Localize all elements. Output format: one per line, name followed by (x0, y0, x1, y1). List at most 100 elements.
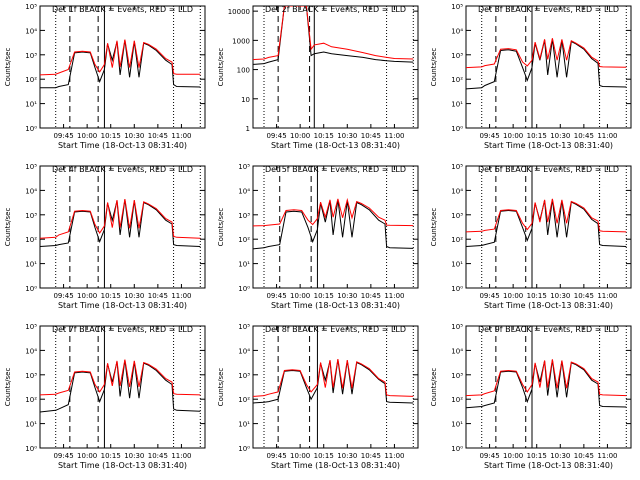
series-line-events (466, 199, 627, 247)
x-tick-label: 10:15 (101, 132, 121, 140)
y-tick-label: 10³ (238, 212, 250, 220)
series-line-events (253, 199, 414, 250)
series-line-lld (466, 38, 627, 69)
y-axis-label: Counts/sec (430, 48, 438, 87)
x-tick-label: 10:15 (527, 452, 547, 460)
x-tick-label: 11:00 (171, 292, 191, 300)
y-tick-label: 10⁴ (238, 187, 250, 195)
x-tick-label: 10:30 (337, 292, 357, 300)
series-line-events (40, 360, 201, 413)
y-tick-label: 10³ (25, 372, 37, 380)
y-axis-label: Counts/sec (430, 208, 438, 247)
y-tick-label: 10⁴ (25, 187, 37, 195)
y-tick-label: 10⁴ (451, 347, 463, 355)
x-tick-label: 09:45 (266, 452, 286, 460)
x-tick-label: 10:45 (574, 292, 594, 300)
panel-det-5: 10⁰ 10¹ 10² 10³ 10⁴ 10⁵ 09:45 10:00 10:15 10:30 10… (217, 163, 419, 310)
x-tick-label: 11:00 (597, 292, 617, 300)
series-line-lld (40, 39, 201, 76)
y-axis-label: Counts/sec (4, 48, 12, 87)
y-tick-label: 10⁰ (451, 285, 463, 293)
x-tick-label: 10:45 (361, 292, 381, 300)
y-tick-label: 10 (241, 96, 250, 104)
x-tick-label: 09:45 (479, 452, 499, 460)
panel-det-1: 10⁰ 10¹ 10² 10³ 10⁴ 10⁵ 09:45 10:00 10:15 10:30 10… (4, 3, 206, 150)
y-tick-label: 10⁴ (451, 187, 463, 195)
x-tick-label: 11:00 (384, 452, 404, 460)
x-tick-label: 10:15 (101, 452, 121, 460)
x-tick-label: 10:00 (290, 292, 310, 300)
y-axis-label: Counts/sec (217, 368, 225, 407)
x-tick-label: 10:00 (290, 452, 310, 460)
x-tick-label: 11:00 (384, 292, 404, 300)
y-axis-label: Counts/sec (217, 48, 225, 87)
y-tick-label: 10¹ (238, 421, 250, 429)
y-tick-label: 10⁵ (238, 163, 250, 171)
x-tick-label: 10:30 (337, 132, 357, 140)
y-tick-label: 10² (25, 236, 37, 244)
panel-title: Det 9f BLACK = Events, RED = LLD (478, 325, 619, 334)
x-axis-label: Start Time (18-Oct-13 08:31:40) (271, 461, 400, 470)
y-tick-label: 10¹ (451, 101, 463, 109)
x-tick-label: 11:00 (384, 132, 404, 140)
plot-frame (465, 5, 632, 129)
x-tick-label: 10:30 (550, 452, 570, 460)
plot-frame (465, 325, 632, 449)
x-tick-label: 09:45 (53, 292, 73, 300)
x-tick-label: 10:00 (290, 132, 310, 140)
y-tick-label: 10³ (451, 212, 463, 220)
x-tick-label: 10:15 (527, 132, 547, 140)
x-tick-label: 11:00 (171, 132, 191, 140)
x-tick-label: 10:00 (503, 292, 523, 300)
y-tick-label: 10⁴ (25, 27, 37, 35)
x-tick-label: 10:30 (124, 292, 144, 300)
y-tick-label: 10⁵ (25, 3, 37, 11)
y-tick-label: 10⁴ (25, 347, 37, 355)
y-tick-label: 1000 (232, 37, 250, 45)
series-line-lld (466, 359, 627, 397)
y-tick-label: 10² (451, 236, 463, 244)
x-tick-label: 10:15 (314, 452, 334, 460)
plot-frame (465, 165, 632, 289)
y-tick-label: 10⁰ (238, 445, 250, 453)
x-axis-label: Start Time (18-Oct-13 08:31:40) (58, 461, 187, 470)
panel-det-7: 10⁰ 10¹ 10² 10³ 10⁴ 10⁵ 09:45 10:00 10:15 10:30 10… (4, 323, 206, 470)
y-tick-label: 10¹ (238, 261, 250, 269)
x-tick-label: 10:15 (101, 292, 121, 300)
y-tick-label: 100 (237, 67, 250, 75)
panel-title: Det 7f BLACK = Events, RED = LLD (52, 325, 193, 334)
x-axis-label: Start Time (18-Oct-13 08:31:40) (271, 141, 400, 150)
panel-det-2: 1 10 100 1000 10000 09:45 10:00 10:15 10:30 10:45… (217, 5, 419, 150)
y-tick-label: 10¹ (25, 101, 37, 109)
y-axis-label: Counts/sec (217, 208, 225, 247)
x-tick-label: 10:45 (148, 132, 168, 140)
y-tick-label: 10² (238, 396, 250, 404)
x-tick-label: 10:45 (148, 452, 168, 460)
x-tick-label: 09:45 (266, 132, 286, 140)
y-tick-label: 10² (25, 396, 37, 404)
y-tick-label: 10³ (25, 52, 37, 60)
panel-det-9: 10⁰ 10¹ 10² 10³ 10⁴ 10⁵ 09:45 10:00 10:15 10:30 10… (430, 323, 632, 470)
series-line-events (40, 40, 201, 89)
series-line-lld (466, 198, 627, 233)
plot-frame (39, 165, 206, 289)
plot-frame (252, 165, 419, 289)
x-axis-label: Start Time (18-Oct-13 08:31:40) (484, 461, 613, 470)
y-tick-label: 10⁵ (451, 163, 463, 171)
x-tick-label: 10:45 (361, 132, 381, 140)
y-tick-label: 10³ (25, 212, 37, 220)
x-tick-label: 10:45 (148, 292, 168, 300)
y-tick-label: 10⁰ (451, 445, 463, 453)
y-tick-label: 10⁵ (451, 3, 463, 11)
x-tick-label: 10:45 (574, 132, 594, 140)
x-tick-label: 10:30 (550, 292, 570, 300)
panel-title: Det 5f BLACK = Events, RED = LLD (265, 165, 406, 174)
x-tick-label: 10:15 (314, 132, 334, 140)
panel-title: Det 1f BLACK = Events, RED = LLD (52, 5, 193, 14)
panel-det-4: 10⁰ 10¹ 10² 10³ 10⁴ 10⁵ 09:45 10:00 10:15 10:30 10… (4, 163, 206, 310)
x-tick-label: 09:45 (479, 292, 499, 300)
y-tick-label: 1 (246, 125, 250, 133)
series-line-events (253, 6, 414, 65)
